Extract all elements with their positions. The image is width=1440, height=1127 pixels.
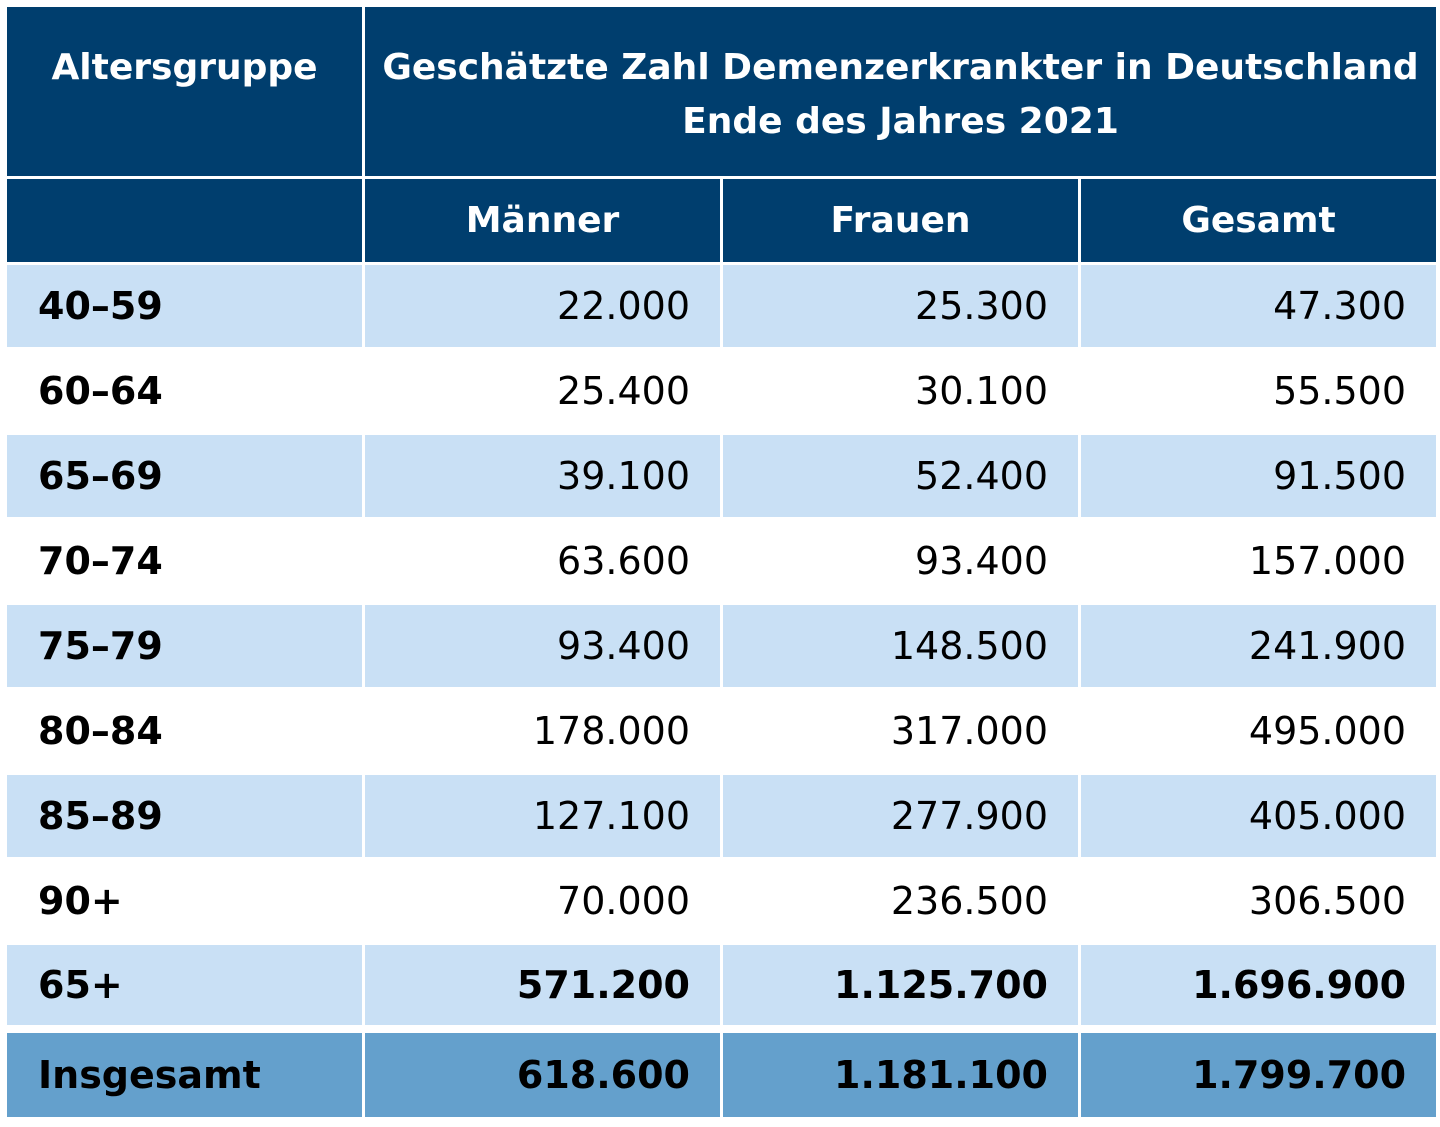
age-group-cell: 70–74 <box>4 517 365 605</box>
dementia-statistics-table: Altersgruppe Geschätzte Zahl Demenzerkra… <box>4 4 1440 1120</box>
total-value-cell: 91.500 <box>1077 432 1440 520</box>
table-row: 65–69 39.100 52.400 91.500 <box>4 432 1440 520</box>
table-row: 80–84 178.000 317.000 495.000 <box>4 687 1440 775</box>
column-header-women: Frauen <box>720 176 1081 265</box>
table-row: 90+ 70.000 236.500 306.500 <box>4 857 1440 945</box>
total-value-cell: 405.000 <box>1077 772 1440 860</box>
age-group-cell: 85–89 <box>4 772 365 860</box>
total-value-cell: 1.696.900 <box>1077 942 1440 1030</box>
men-value-cell: 63.600 <box>362 517 723 605</box>
women-value-cell: 25.300 <box>720 262 1081 350</box>
women-value-cell: 317.000 <box>720 687 1081 775</box>
table-title-line1: Geschätzte Zahl Demenzerkrankter in Deut… <box>382 47 1419 88</box>
table-row: 40–59 22.000 25.300 47.300 <box>4 262 1440 350</box>
age-group-header: Altersgruppe <box>4 4 365 179</box>
men-value-cell: 22.000 <box>362 262 723 350</box>
grand-total-row: Insgesamt 618.600 1.181.100 1.799.700 <box>4 1024 1440 1120</box>
women-value-cell: 52.400 <box>720 432 1081 520</box>
column-header-total: Gesamt <box>1077 176 1440 265</box>
women-value-cell: 1.181.100 <box>720 1024 1081 1120</box>
women-value-cell: 236.500 <box>720 857 1081 945</box>
age-group-cell: 75–79 <box>4 602 365 690</box>
empty-header-cell <box>4 176 365 265</box>
age-group-cell: 80–84 <box>4 687 365 775</box>
total-value-cell: 495.000 <box>1077 687 1440 775</box>
age-group-cell: 40–59 <box>4 262 365 350</box>
women-value-cell: 277.900 <box>720 772 1081 860</box>
dementia-table-container: Altersgruppe Geschätzte Zahl Demenzerkra… <box>4 4 1440 1120</box>
total-value-cell: 1.799.700 <box>1077 1024 1440 1120</box>
age-group-cell: 65+ <box>4 942 365 1030</box>
table-row: 85–89 127.100 277.900 405.000 <box>4 772 1440 860</box>
age-group-cell: Insgesamt <box>4 1024 365 1120</box>
table-row: 70–74 63.600 93.400 157.000 <box>4 517 1440 605</box>
women-value-cell: 30.100 <box>720 347 1081 435</box>
men-value-cell: 70.000 <box>362 857 723 945</box>
men-value-cell: 93.400 <box>362 602 723 690</box>
total-value-cell: 55.500 <box>1077 347 1440 435</box>
men-value-cell: 571.200 <box>362 942 723 1030</box>
men-value-cell: 39.100 <box>362 432 723 520</box>
total-value-cell: 306.500 <box>1077 857 1440 945</box>
header-row-title: Altersgruppe Geschätzte Zahl Demenzerkra… <box>4 4 1440 179</box>
header-row-columns: Männer Frauen Gesamt <box>4 176 1440 265</box>
table-row: 75–79 93.400 148.500 241.900 <box>4 602 1440 690</box>
women-value-cell: 148.500 <box>720 602 1081 690</box>
total-value-cell: 241.900 <box>1077 602 1440 690</box>
age-group-cell: 65–69 <box>4 432 365 520</box>
total-value-cell: 157.000 <box>1077 517 1440 605</box>
men-value-cell: 178.000 <box>362 687 723 775</box>
table-title: Geschätzte Zahl Demenzerkrankter in Deut… <box>361 4 1440 179</box>
total-value-cell: 47.300 <box>1077 262 1440 350</box>
men-value-cell: 618.600 <box>362 1024 723 1120</box>
age-group-cell: 60–64 <box>4 347 365 435</box>
men-value-cell: 127.100 <box>362 772 723 860</box>
column-header-men: Männer <box>362 176 723 265</box>
table-title-line2: Ende des Jahres 2021 <box>682 101 1119 142</box>
women-value-cell: 93.400 <box>720 517 1081 605</box>
table-row: 60–64 25.400 30.100 55.500 <box>4 347 1440 435</box>
women-value-cell: 1.125.700 <box>720 942 1081 1030</box>
men-value-cell: 25.400 <box>362 347 723 435</box>
age-group-cell: 90+ <box>4 857 365 945</box>
subtotal-row: 65+ 571.200 1.125.700 1.696.900 <box>4 942 1440 1030</box>
